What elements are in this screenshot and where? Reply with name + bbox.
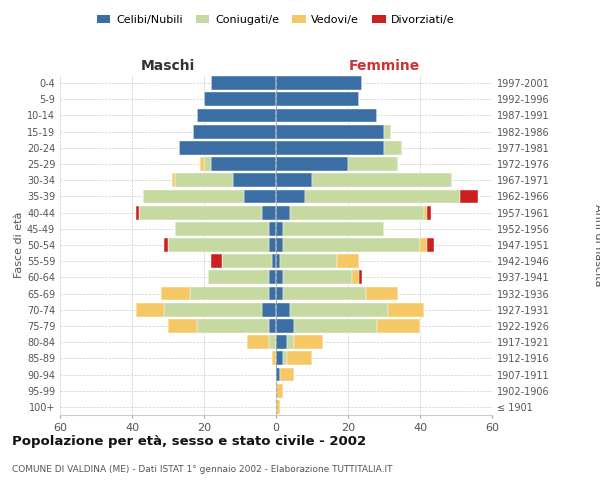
- Bar: [283, 352, 287, 365]
- Bar: [175, 222, 269, 235]
- Bar: [136, 303, 164, 316]
- Bar: [337, 254, 359, 268]
- Bar: [276, 238, 283, 252]
- Bar: [348, 157, 398, 171]
- Bar: [283, 286, 366, 300]
- Bar: [384, 125, 391, 138]
- Bar: [424, 206, 427, 220]
- Bar: [276, 190, 305, 203]
- Bar: [139, 206, 262, 220]
- Bar: [276, 400, 280, 414]
- Legend: Celibi/Nubili, Coniugati/e, Vedovi/e, Divorziati/e: Celibi/Nubili, Coniugati/e, Vedovi/e, Di…: [93, 10, 459, 29]
- Bar: [276, 174, 312, 187]
- Text: Femmine: Femmine: [349, 58, 419, 72]
- Bar: [276, 319, 294, 333]
- Bar: [294, 336, 323, 349]
- Bar: [290, 206, 424, 220]
- Bar: [276, 157, 348, 171]
- Bar: [276, 254, 280, 268]
- Bar: [427, 206, 431, 220]
- Bar: [269, 238, 276, 252]
- Bar: [366, 286, 398, 300]
- Bar: [276, 303, 290, 316]
- Bar: [193, 125, 276, 138]
- Bar: [352, 270, 359, 284]
- Bar: [287, 336, 294, 349]
- Bar: [197, 319, 269, 333]
- Bar: [222, 254, 272, 268]
- Text: Popolazione per età, sesso e stato civile - 2002: Popolazione per età, sesso e stato civil…: [12, 435, 366, 448]
- Bar: [276, 141, 384, 154]
- Bar: [136, 206, 139, 220]
- Bar: [233, 174, 276, 187]
- Y-axis label: Anni di nascita: Anni di nascita: [593, 204, 600, 286]
- Bar: [211, 76, 276, 90]
- Bar: [244, 190, 276, 203]
- Bar: [276, 336, 287, 349]
- Bar: [276, 270, 283, 284]
- Bar: [290, 303, 388, 316]
- Bar: [388, 303, 424, 316]
- Bar: [262, 303, 276, 316]
- Bar: [276, 352, 283, 365]
- Bar: [294, 319, 377, 333]
- Bar: [276, 368, 280, 382]
- Bar: [283, 222, 384, 235]
- Bar: [420, 238, 427, 252]
- Bar: [269, 222, 276, 235]
- Bar: [280, 254, 337, 268]
- Bar: [283, 238, 420, 252]
- Bar: [287, 352, 312, 365]
- Bar: [377, 319, 420, 333]
- Bar: [164, 238, 168, 252]
- Bar: [276, 222, 283, 235]
- Bar: [262, 206, 276, 220]
- Bar: [161, 286, 190, 300]
- Bar: [204, 92, 276, 106]
- Bar: [272, 254, 276, 268]
- Bar: [172, 174, 175, 187]
- Bar: [283, 270, 352, 284]
- Bar: [359, 270, 362, 284]
- Bar: [179, 141, 276, 154]
- Bar: [211, 157, 276, 171]
- Bar: [247, 336, 269, 349]
- Y-axis label: Fasce di età: Fasce di età: [14, 212, 24, 278]
- Bar: [269, 319, 276, 333]
- Bar: [269, 286, 276, 300]
- Bar: [427, 238, 434, 252]
- Bar: [384, 141, 402, 154]
- Bar: [280, 368, 294, 382]
- Bar: [276, 125, 384, 138]
- Bar: [168, 319, 197, 333]
- Bar: [276, 76, 362, 90]
- Bar: [305, 190, 460, 203]
- Text: Maschi: Maschi: [141, 58, 195, 72]
- Bar: [204, 157, 211, 171]
- Bar: [272, 352, 276, 365]
- Bar: [164, 303, 262, 316]
- Bar: [143, 190, 244, 203]
- Bar: [168, 238, 269, 252]
- Bar: [276, 384, 283, 398]
- Bar: [276, 286, 283, 300]
- Bar: [208, 270, 269, 284]
- Text: COMUNE DI VALDINA (ME) - Dati ISTAT 1° gennaio 2002 - Elaborazione TUTTITALIA.IT: COMUNE DI VALDINA (ME) - Dati ISTAT 1° g…: [12, 465, 392, 474]
- Bar: [269, 336, 276, 349]
- Bar: [175, 174, 233, 187]
- Bar: [197, 108, 276, 122]
- Bar: [276, 206, 290, 220]
- Bar: [200, 157, 204, 171]
- Bar: [211, 254, 222, 268]
- Bar: [276, 92, 359, 106]
- Bar: [460, 190, 478, 203]
- Bar: [276, 108, 377, 122]
- Bar: [312, 174, 452, 187]
- Bar: [269, 270, 276, 284]
- Bar: [190, 286, 269, 300]
